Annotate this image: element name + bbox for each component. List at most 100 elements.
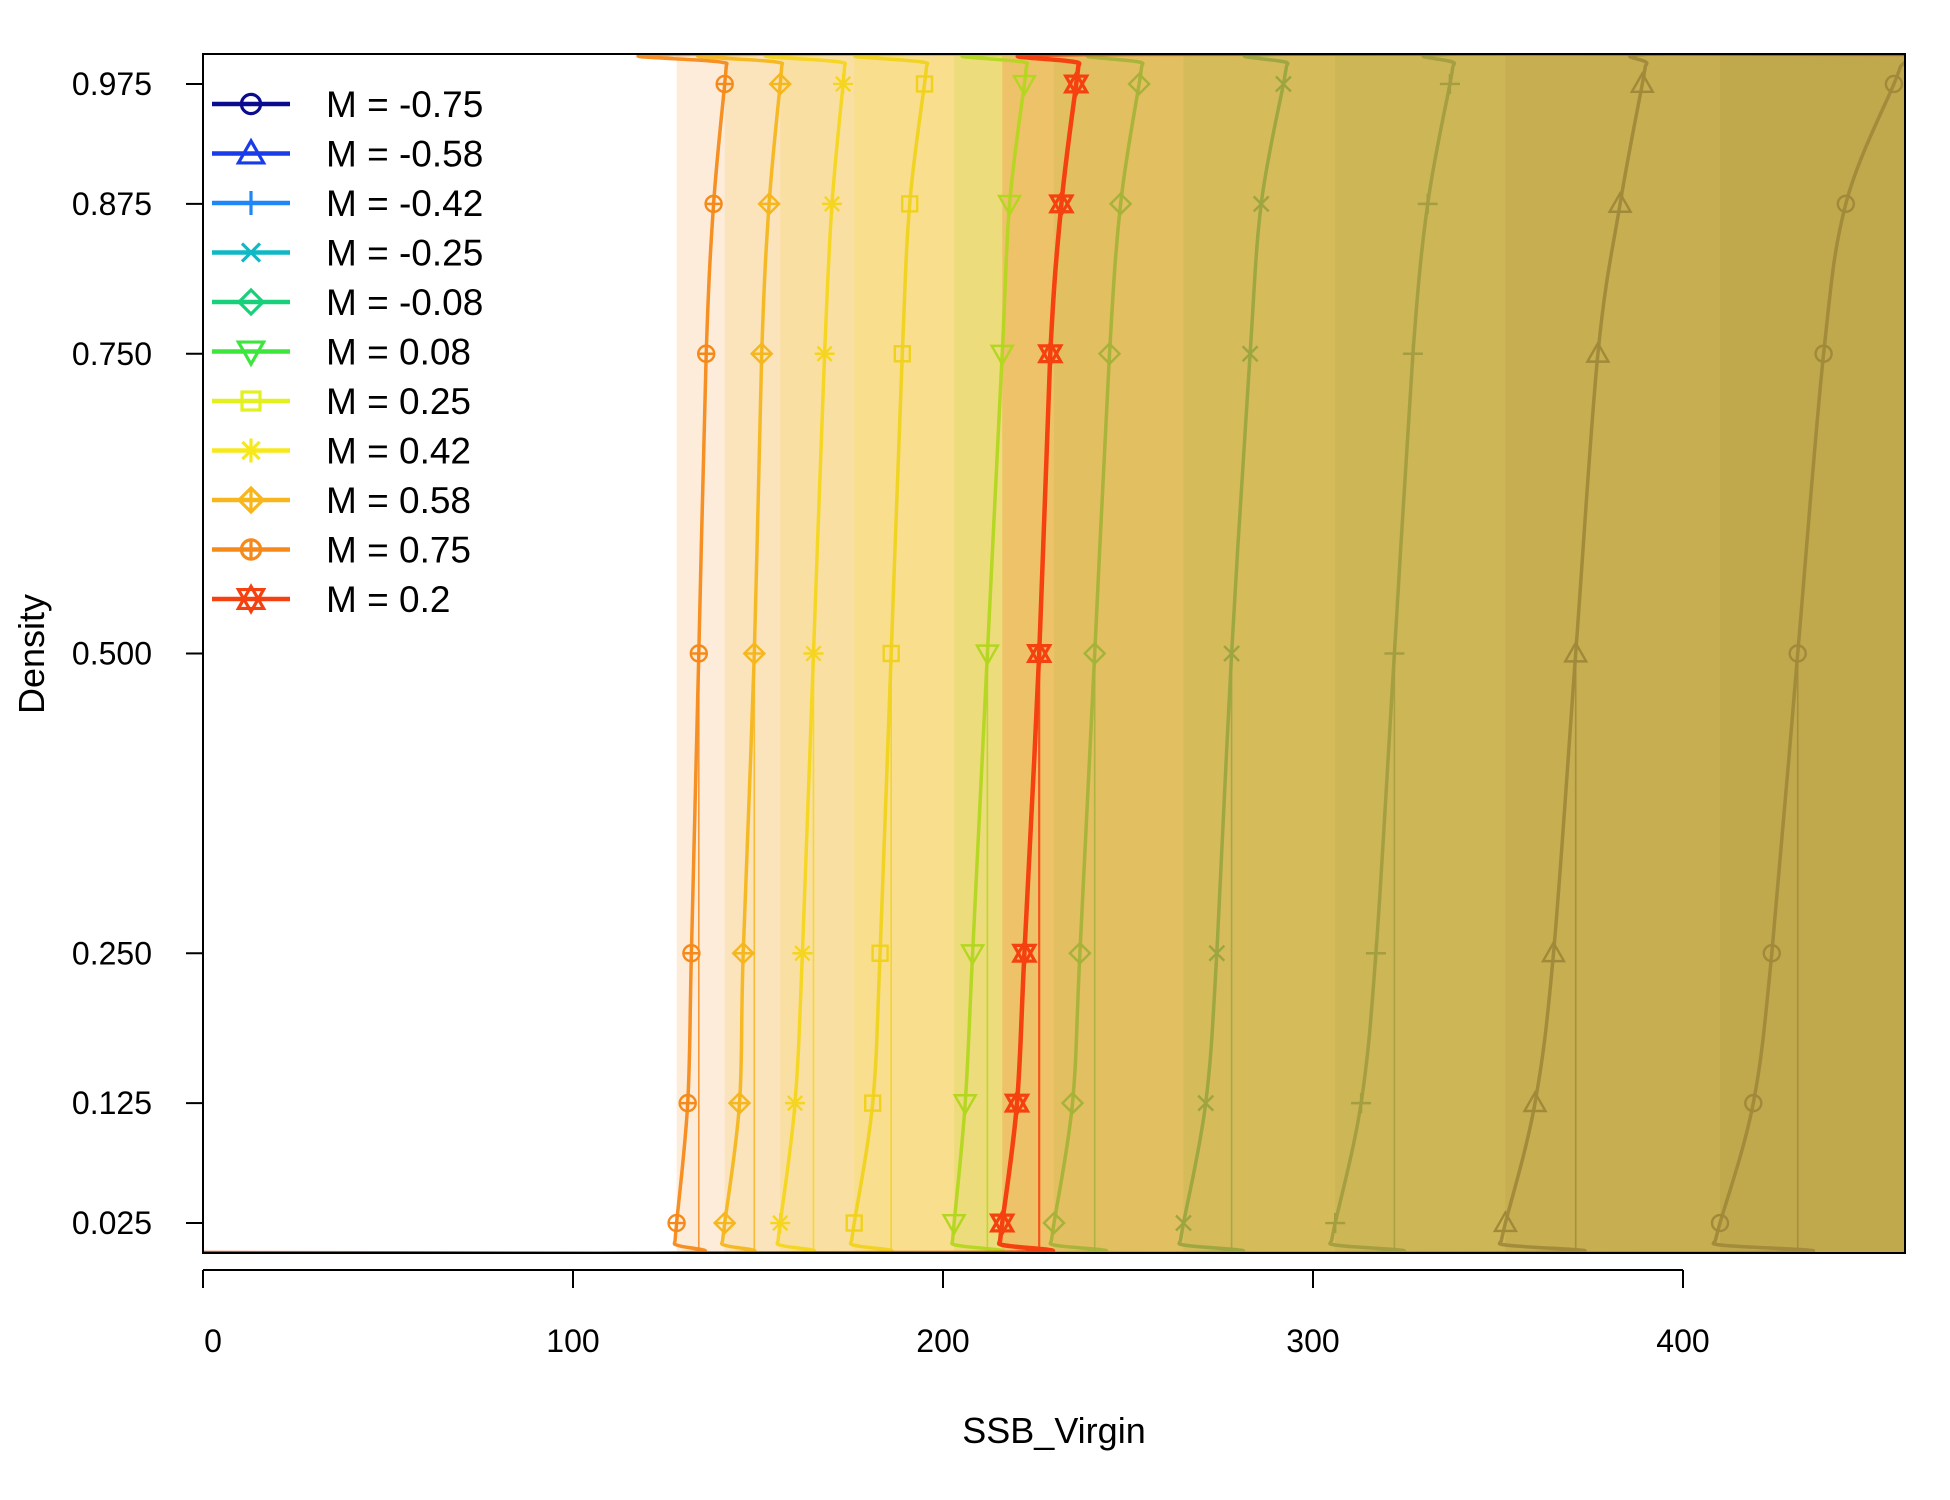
quantile-marker-7-6 [833,73,854,94]
legend-label: M = 0.08 [326,332,471,373]
series-fill-1 [1505,54,1905,1253]
quantile-marker-1-4 [1585,340,1611,363]
series-fill-6 [854,54,1905,1253]
legend-item: M = -0.58 [212,134,483,175]
quantile-marker-3-3 [1223,645,1240,662]
quantile-marker-7-1 [785,1093,805,1114]
y-tick-label: 0.025 [72,1205,152,1241]
quantile-marker-8-5 [757,192,781,216]
legend-label: M = 0.2 [326,579,450,620]
quantile-marker-4-5 [1108,192,1133,216]
y-tick-label: 0.750 [72,336,152,372]
quantile-marker-2-2 [1365,943,1386,964]
y-axis-title: Density [11,594,52,714]
quantile-marker-1-6 [1629,71,1655,94]
quantile-marker-6-3 [882,644,900,663]
quantile-marker-1-5 [1607,190,1633,213]
x-tick-label: 300 [1286,1323,1339,1359]
legend-item: M = 0.08 [212,332,471,373]
quantile-marker-6-0 [845,1214,863,1232]
legend-marker [240,242,262,263]
legend-marker [239,191,263,215]
quantile-marker-5-5 [997,194,1023,217]
x-tick-label: 100 [546,1323,599,1359]
quantile-marker-8-0 [713,1211,737,1235]
x-axis-title: SSB_Virgin [962,1410,1145,1451]
quantile-marker-1-3 [1563,640,1589,663]
legend-label: M = -0.25 [326,233,483,274]
quantile-marker-10-5 [1048,190,1075,218]
legend-marker [240,390,262,412]
quantile-marker-10-3 [1025,639,1053,668]
quantile-marker-5-2 [960,944,986,967]
quantile-marker-9-0 [667,1213,686,1233]
legend-item: M = 0.25 [212,381,471,422]
legend-item: M = 0.42 [212,431,471,472]
quantile-marker-6-6 [915,75,934,93]
quantile-marker-9-2 [682,944,701,963]
legend-marker [235,340,267,368]
x-axis: 0 100 200 300 400 [202,1269,1710,1359]
quantile-marker-3-1 [1197,1094,1215,1112]
series-curve-layer [203,54,1905,1253]
legend: M = -0.75 M = -0.58 M = -0.42 M = -0.25 M = … [212,84,483,620]
quantile-marker-8-3 [742,641,766,666]
legend-label: M = -0.42 [326,183,483,224]
quantile-marker-4-0 [1042,1211,1066,1235]
legend-marker [236,485,266,515]
quantile-marker-6-4 [893,345,911,363]
quantile-marker-0-2 [1762,944,1782,963]
quantile-marker-0-3 [1788,644,1807,663]
cdf-curve-7 [203,54,1905,1253]
quantile-marker-5-4 [989,344,1015,367]
legend-item: M = 0.58 [212,480,471,521]
quantile-marker-8-1 [727,1091,752,1115]
legend-item: M = -0.08 [212,282,483,323]
y-tick-label: 0.500 [72,636,152,672]
quantile-marker-9-5 [704,194,723,214]
quantile-marker-5-3 [974,644,1000,667]
quantile-marker-2-1 [1351,1093,1372,1114]
cdf-curve-0 [203,59,1905,1253]
y-axis: 0.025 0.125 0.250 0.500 0.750 0.875 0.975 [72,66,203,1241]
legend-item: M = 0.75 [212,530,471,571]
quantile-marker-4-2 [1068,941,1092,965]
y-tick-label: 0.250 [72,935,152,971]
legend-item: M = -0.75 [212,84,483,125]
quantile-marker-1-2 [1540,940,1567,963]
series-marker-layer [667,70,1904,1237]
legend-label: M = -0.08 [326,282,483,323]
quantile-marker-6-2 [871,944,889,962]
legend-label: M = 0.42 [326,431,471,472]
cdf-curve-9 [203,54,1905,1253]
legend-marker [239,538,263,561]
x-tick-label: 0 [204,1323,222,1359]
series-fill-2 [1335,54,1905,1253]
quantile-marker-0-6 [1884,74,1904,94]
legend-item: M = -0.42 [212,183,483,224]
quantile-marker-2-3 [1384,643,1405,664]
quantile-marker-3-2 [1208,944,1226,962]
quantile-marker-5-0 [941,1213,967,1236]
quantile-marker-0-1 [1744,1093,1763,1113]
legend-item: M = -0.25 [212,233,483,274]
quantile-marker-10-6 [1062,70,1090,98]
legend-item: M = 0.2 [212,579,450,620]
legend-marker [239,438,263,463]
y-tick-label: 0.875 [72,186,152,222]
series-fill-9 [676,54,1905,1253]
quantile-marker-7-5 [822,193,842,214]
legend-label: M = 0.58 [326,480,471,521]
quantile-marker-9-3 [689,644,708,663]
series-fill-0 [1720,54,1905,1253]
quantile-marker-0-5 [1836,194,1856,214]
quantile-marker-4-6 [1127,72,1151,96]
legend-marker [239,92,263,116]
quantile-marker-1-1 [1522,1090,1548,1113]
quantile-marker-0-4 [1814,344,1833,363]
quantile-marker-6-5 [901,195,919,213]
quantile-marker-6-1 [864,1094,882,1112]
legend-label: M = 0.25 [326,381,471,422]
quantile-marker-7-2 [792,943,813,964]
